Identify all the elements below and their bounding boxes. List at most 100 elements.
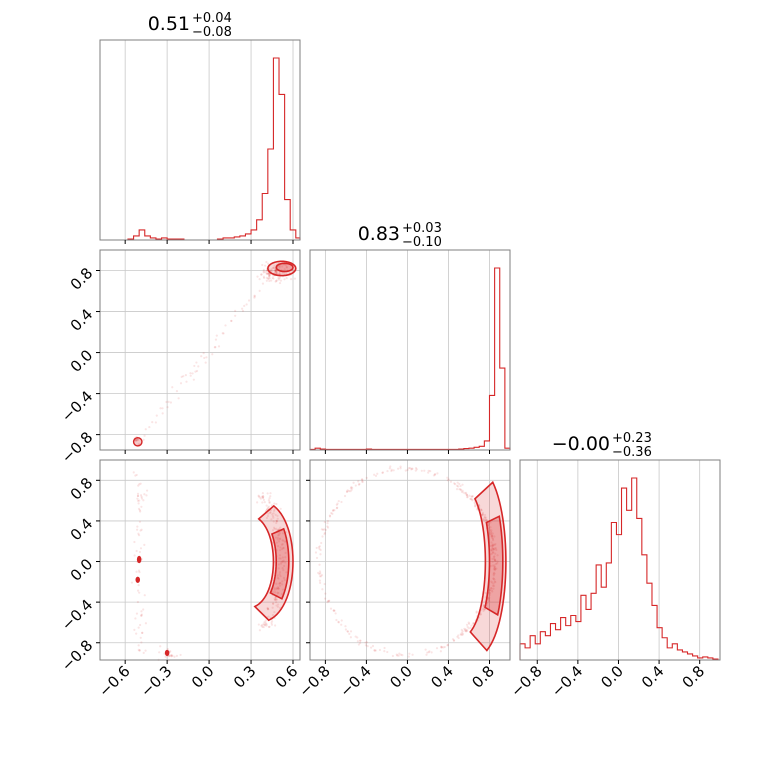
sample-point bbox=[488, 599, 491, 603]
sample-point bbox=[386, 469, 389, 473]
sample-point bbox=[281, 588, 285, 591]
contour-inner bbox=[269, 527, 290, 600]
sample-point bbox=[454, 483, 457, 486]
sample-point bbox=[479, 613, 482, 616]
x-tick-label: −0.4 bbox=[336, 662, 374, 700]
sample-point bbox=[275, 604, 278, 607]
histogram-panel-1 bbox=[309, 249, 511, 454]
contour-minor bbox=[136, 555, 142, 564]
sample-point bbox=[256, 275, 259, 278]
panel-frame bbox=[99, 39, 301, 241]
sample-point bbox=[491, 547, 494, 550]
sample-point bbox=[261, 496, 265, 499]
sample-point bbox=[263, 620, 266, 624]
sample-point bbox=[138, 509, 141, 512]
sample-point bbox=[214, 346, 217, 349]
sample-point bbox=[169, 650, 172, 653]
sample-point bbox=[261, 501, 264, 504]
sample-point bbox=[484, 591, 487, 595]
sample-point bbox=[273, 587, 276, 590]
sample-point bbox=[169, 401, 173, 404]
title-2: −0.00 +0.23−0.36 bbox=[552, 431, 652, 460]
sample-point bbox=[404, 469, 407, 472]
sample-point bbox=[139, 547, 143, 550]
sample-point bbox=[194, 370, 197, 373]
sample-point bbox=[324, 597, 327, 600]
contour-minor bbox=[132, 436, 143, 447]
sample-point bbox=[491, 546, 494, 550]
sample-point bbox=[136, 499, 140, 502]
sample-point bbox=[213, 346, 216, 349]
sample-point bbox=[275, 270, 278, 274]
sample-point bbox=[491, 584, 494, 587]
sample-point bbox=[261, 263, 264, 267]
sample-point bbox=[170, 653, 173, 657]
sample-point bbox=[494, 559, 497, 562]
sample-point bbox=[484, 520, 487, 523]
sample-point bbox=[453, 482, 456, 485]
sample-point bbox=[278, 581, 282, 585]
sample-point bbox=[489, 530, 492, 533]
sample-point bbox=[262, 268, 265, 271]
sample-point bbox=[253, 295, 256, 298]
sample-point bbox=[279, 279, 283, 282]
sample-point bbox=[262, 498, 265, 502]
sample-point bbox=[483, 608, 486, 611]
sample-point bbox=[261, 492, 264, 495]
sample-point bbox=[481, 514, 484, 517]
sample-point bbox=[452, 639, 456, 642]
title-value: 0.83 bbox=[358, 223, 400, 245]
sample-point bbox=[277, 587, 280, 590]
sample-point bbox=[170, 654, 173, 657]
sample-point bbox=[464, 491, 468, 494]
sample-point bbox=[144, 649, 147, 652]
sample-point bbox=[268, 500, 271, 504]
sample-point bbox=[267, 512, 270, 515]
sample-point bbox=[492, 571, 495, 574]
sample-point bbox=[266, 606, 269, 610]
sample-point bbox=[490, 587, 493, 590]
sample-point bbox=[483, 515, 486, 519]
sample-point bbox=[328, 514, 331, 517]
sample-point bbox=[139, 623, 142, 627]
sample-point bbox=[271, 515, 275, 518]
sample-point bbox=[425, 653, 428, 656]
sample-point bbox=[391, 654, 394, 658]
sample-point bbox=[326, 601, 329, 604]
sample-point bbox=[333, 609, 336, 612]
sample-point bbox=[491, 581, 494, 584]
sample-point bbox=[140, 495, 143, 498]
sample-point bbox=[241, 309, 245, 312]
sample-point bbox=[492, 548, 495, 551]
sample-point bbox=[378, 648, 382, 652]
sample-point bbox=[171, 386, 174, 389]
sample-point bbox=[492, 551, 495, 554]
sample-point bbox=[137, 507, 141, 510]
sample-point bbox=[491, 557, 494, 560]
sample-point bbox=[283, 268, 286, 271]
sample-point bbox=[317, 571, 320, 575]
sample-point bbox=[202, 352, 205, 355]
sample-point bbox=[282, 569, 285, 572]
sample-point bbox=[423, 469, 426, 472]
sample-point bbox=[284, 540, 287, 543]
sample-point bbox=[271, 590, 274, 594]
sample-point bbox=[277, 278, 281, 281]
x-tick-label: 0.3 bbox=[230, 662, 260, 692]
sample-point bbox=[340, 500, 343, 504]
sample-point bbox=[137, 584, 140, 587]
sample-point bbox=[383, 650, 386, 653]
sample-point bbox=[491, 537, 495, 540]
sample-point bbox=[185, 380, 188, 383]
sample-point bbox=[468, 622, 471, 625]
sample-point bbox=[182, 375, 185, 378]
sample-point bbox=[278, 573, 281, 576]
sample-point bbox=[214, 338, 218, 341]
sample-point bbox=[268, 274, 271, 277]
sample-point bbox=[264, 624, 267, 627]
sample-point bbox=[262, 622, 265, 625]
sample-point bbox=[140, 641, 143, 644]
sample-point bbox=[285, 266, 288, 269]
sample-point bbox=[158, 651, 161, 654]
sample-point bbox=[359, 639, 362, 642]
